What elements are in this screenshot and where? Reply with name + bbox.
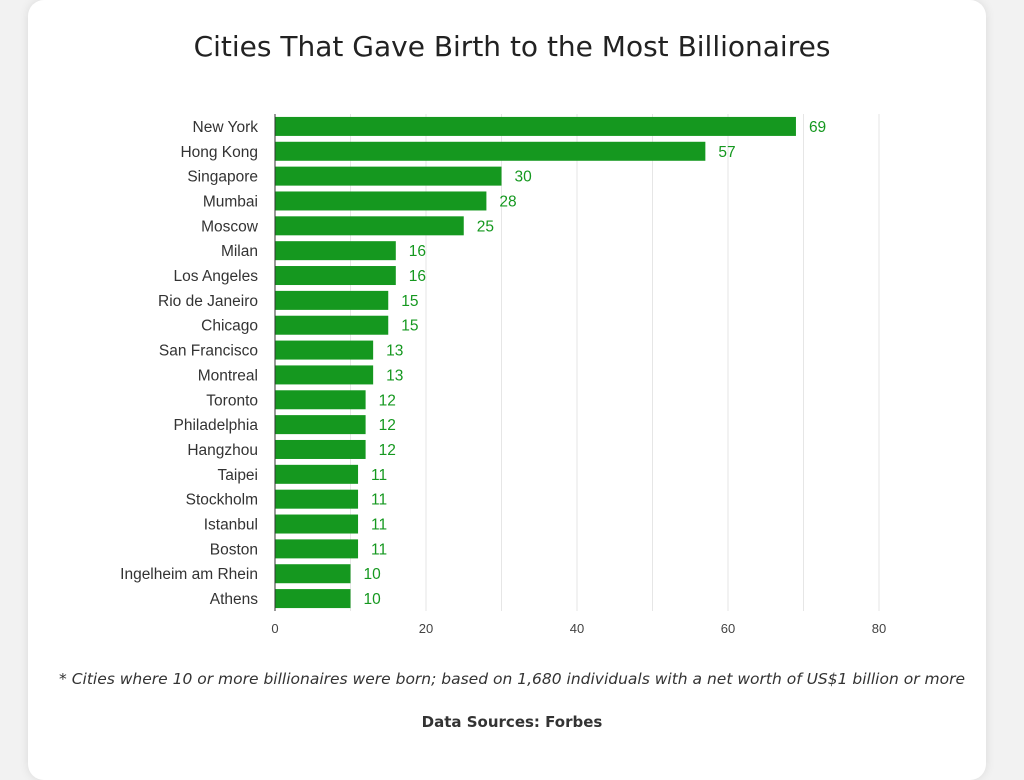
- x-tick-label: 0: [271, 621, 278, 636]
- bar: [275, 365, 374, 385]
- value-label: 15: [401, 293, 418, 310]
- x-tick-label: 40: [570, 621, 584, 636]
- bar-chart: New York 69 Hong Kong 57 Singapore 30 Mumbai 28…: [120, 114, 886, 636]
- bar: [275, 266, 396, 286]
- footnote: * Cities where 10 or more billionaires w…: [59, 670, 965, 688]
- bar: [275, 514, 359, 534]
- value-label: 57: [718, 144, 735, 161]
- category-label: Toronto: [206, 392, 258, 409]
- category-label: Rio de Janeiro: [158, 293, 258, 310]
- category-label: New York: [193, 119, 259, 136]
- category-label: Chicago: [201, 318, 258, 335]
- bar: [275, 216, 464, 236]
- bar: [275, 489, 359, 509]
- category-label: Milan: [221, 243, 258, 260]
- value-label: 28: [499, 193, 516, 210]
- chart-title: Cities That Gave Birth to the Most Billi…: [193, 30, 831, 63]
- value-label: 10: [364, 591, 382, 608]
- bar: [275, 539, 359, 559]
- value-label: 11: [371, 467, 387, 484]
- value-label: 69: [809, 119, 826, 136]
- x-tick-label: 60: [721, 621, 735, 636]
- category-label: Ingelheim am Rhein: [120, 566, 258, 583]
- x-tick-label: 20: [419, 621, 433, 636]
- bar: [275, 290, 389, 310]
- category-label: Philadelphia: [174, 417, 259, 434]
- value-label: 12: [379, 442, 396, 459]
- data-source: Data Sources: Forbes: [421, 713, 603, 731]
- value-label: 15: [401, 318, 418, 335]
- value-label: 10: [364, 566, 382, 583]
- category-label: San Francisco: [159, 343, 258, 360]
- bar: [275, 315, 389, 335]
- value-label: 12: [379, 392, 396, 409]
- category-label: Mumbai: [203, 193, 258, 210]
- bar: [275, 116, 796, 136]
- category-label: Hong Kong: [180, 144, 258, 161]
- value-label: 11: [371, 541, 387, 558]
- value-label: 16: [409, 268, 426, 285]
- bar: [275, 340, 374, 360]
- category-label: Taipei: [218, 467, 259, 484]
- category-label: Montreal: [198, 367, 258, 384]
- bar: [275, 589, 351, 609]
- category-label: Moscow: [201, 218, 259, 235]
- bar: [275, 241, 396, 261]
- value-label: 25: [477, 218, 494, 235]
- category-label: Boston: [210, 541, 258, 558]
- bar: [275, 464, 359, 484]
- x-tick-label: 80: [872, 621, 886, 636]
- value-label: 13: [386, 343, 403, 360]
- value-label: 11: [371, 517, 387, 534]
- category-label: Athens: [210, 591, 259, 608]
- bar: [275, 564, 351, 584]
- value-label: 11: [371, 492, 387, 509]
- category-label: Stockholm: [186, 492, 258, 509]
- bar: [275, 141, 706, 161]
- category-label: Istanbul: [204, 517, 258, 534]
- category-label: Los Angeles: [174, 268, 259, 285]
- value-label: 13: [386, 367, 403, 384]
- bar: [275, 166, 502, 186]
- bar: [275, 415, 366, 435]
- value-label: 30: [515, 169, 533, 186]
- bar: [275, 439, 366, 459]
- bar: [275, 390, 366, 410]
- category-label: Hangzhou: [187, 442, 258, 459]
- value-label: 12: [379, 417, 396, 434]
- value-label: 16: [409, 243, 426, 260]
- bar: [275, 191, 487, 211]
- category-label: Singapore: [187, 169, 258, 186]
